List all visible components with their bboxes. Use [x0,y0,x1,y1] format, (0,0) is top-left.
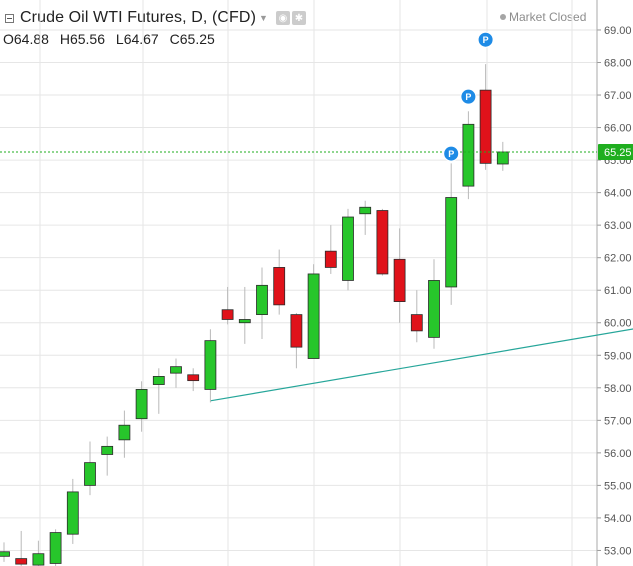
y-tick-label: 56.00 [604,448,632,460]
y-tick-label: 67.00 [604,90,632,102]
market-status: Market Closed [500,10,586,24]
y-tick-label: 68.00 [604,58,632,70]
y-tick-label: 62.00 [604,253,632,265]
candle-up [152,376,165,385]
candle-down [221,309,234,320]
candle-up [359,206,372,215]
y-tick-label: 60.00 [604,318,632,330]
eye-icon[interactable]: ◉ [275,11,290,25]
high-value: H65.56 [59,31,105,47]
candle-down [187,374,200,382]
y-tick-label: 57.00 [604,415,632,427]
marker-label: P [448,149,454,159]
y-tick-label: 54.00 [604,513,632,525]
chart-header: Crude Oil WTI Futures, D, (CFD) ▼ ◉ ✱ [0,8,308,28]
candle-up [256,284,268,316]
candle-up [428,280,440,338]
candle-up [101,445,114,455]
candle-up [49,532,62,564]
candle-up [342,216,354,281]
marker-badge [460,88,477,105]
candle-up [238,319,251,324]
candle-down [290,314,303,348]
candle-up [462,123,475,187]
candle-up [307,273,320,359]
collapse-icon[interactable] [5,13,14,23]
y-tick-label: 66.00 [604,123,632,135]
close-value: C65.25 [169,31,215,47]
candle-up [204,340,217,390]
candle-up [0,551,10,557]
y-tick-label: 53.00 [604,545,632,557]
gear-icon[interactable]: ✱ [291,11,306,25]
candle-down [15,558,28,565]
candle-down [273,267,286,306]
ohlc-readout: O64.88 H65.56 L64.67 C65.25 [3,31,222,47]
last-price-badge [598,143,633,160]
status-dot-icon [500,14,506,20]
marker-badge [477,31,494,48]
y-tick-label: 58.00 [604,383,632,395]
low-value: L64.67 [115,31,159,47]
candle-down [479,89,492,164]
marker-label: P [483,35,489,45]
candle-up [496,151,509,165]
marker-label: P [465,92,471,102]
y-tick-label: 61.00 [604,285,632,297]
candle-up [66,491,79,535]
candle-down [410,314,423,332]
symbol-title[interactable]: Crude Oil WTI Futures, D, (CFD) [20,9,257,26]
chevron-down-icon[interactable]: ▼ [259,13,268,23]
last-price-label: 65.25 [604,147,632,159]
candle-up [170,366,182,374]
y-tick-label: 64.00 [604,188,632,200]
candle-down [376,210,389,275]
y-tick-label: 59.00 [604,350,632,362]
candle-down [324,250,337,268]
candle-up [118,424,131,441]
market-status-label: Market Closed [509,10,587,24]
candle-up [445,197,458,288]
candle-up [135,389,148,420]
candle-up [32,553,45,566]
candle-up [84,462,96,486]
marker-badge [443,145,460,162]
trendline [210,328,633,402]
candle-down [393,258,406,302]
y-tick-label: 55.00 [604,480,632,492]
y-tick-label: 69.00 [604,25,632,37]
y-tick-label: 63.00 [604,220,632,232]
